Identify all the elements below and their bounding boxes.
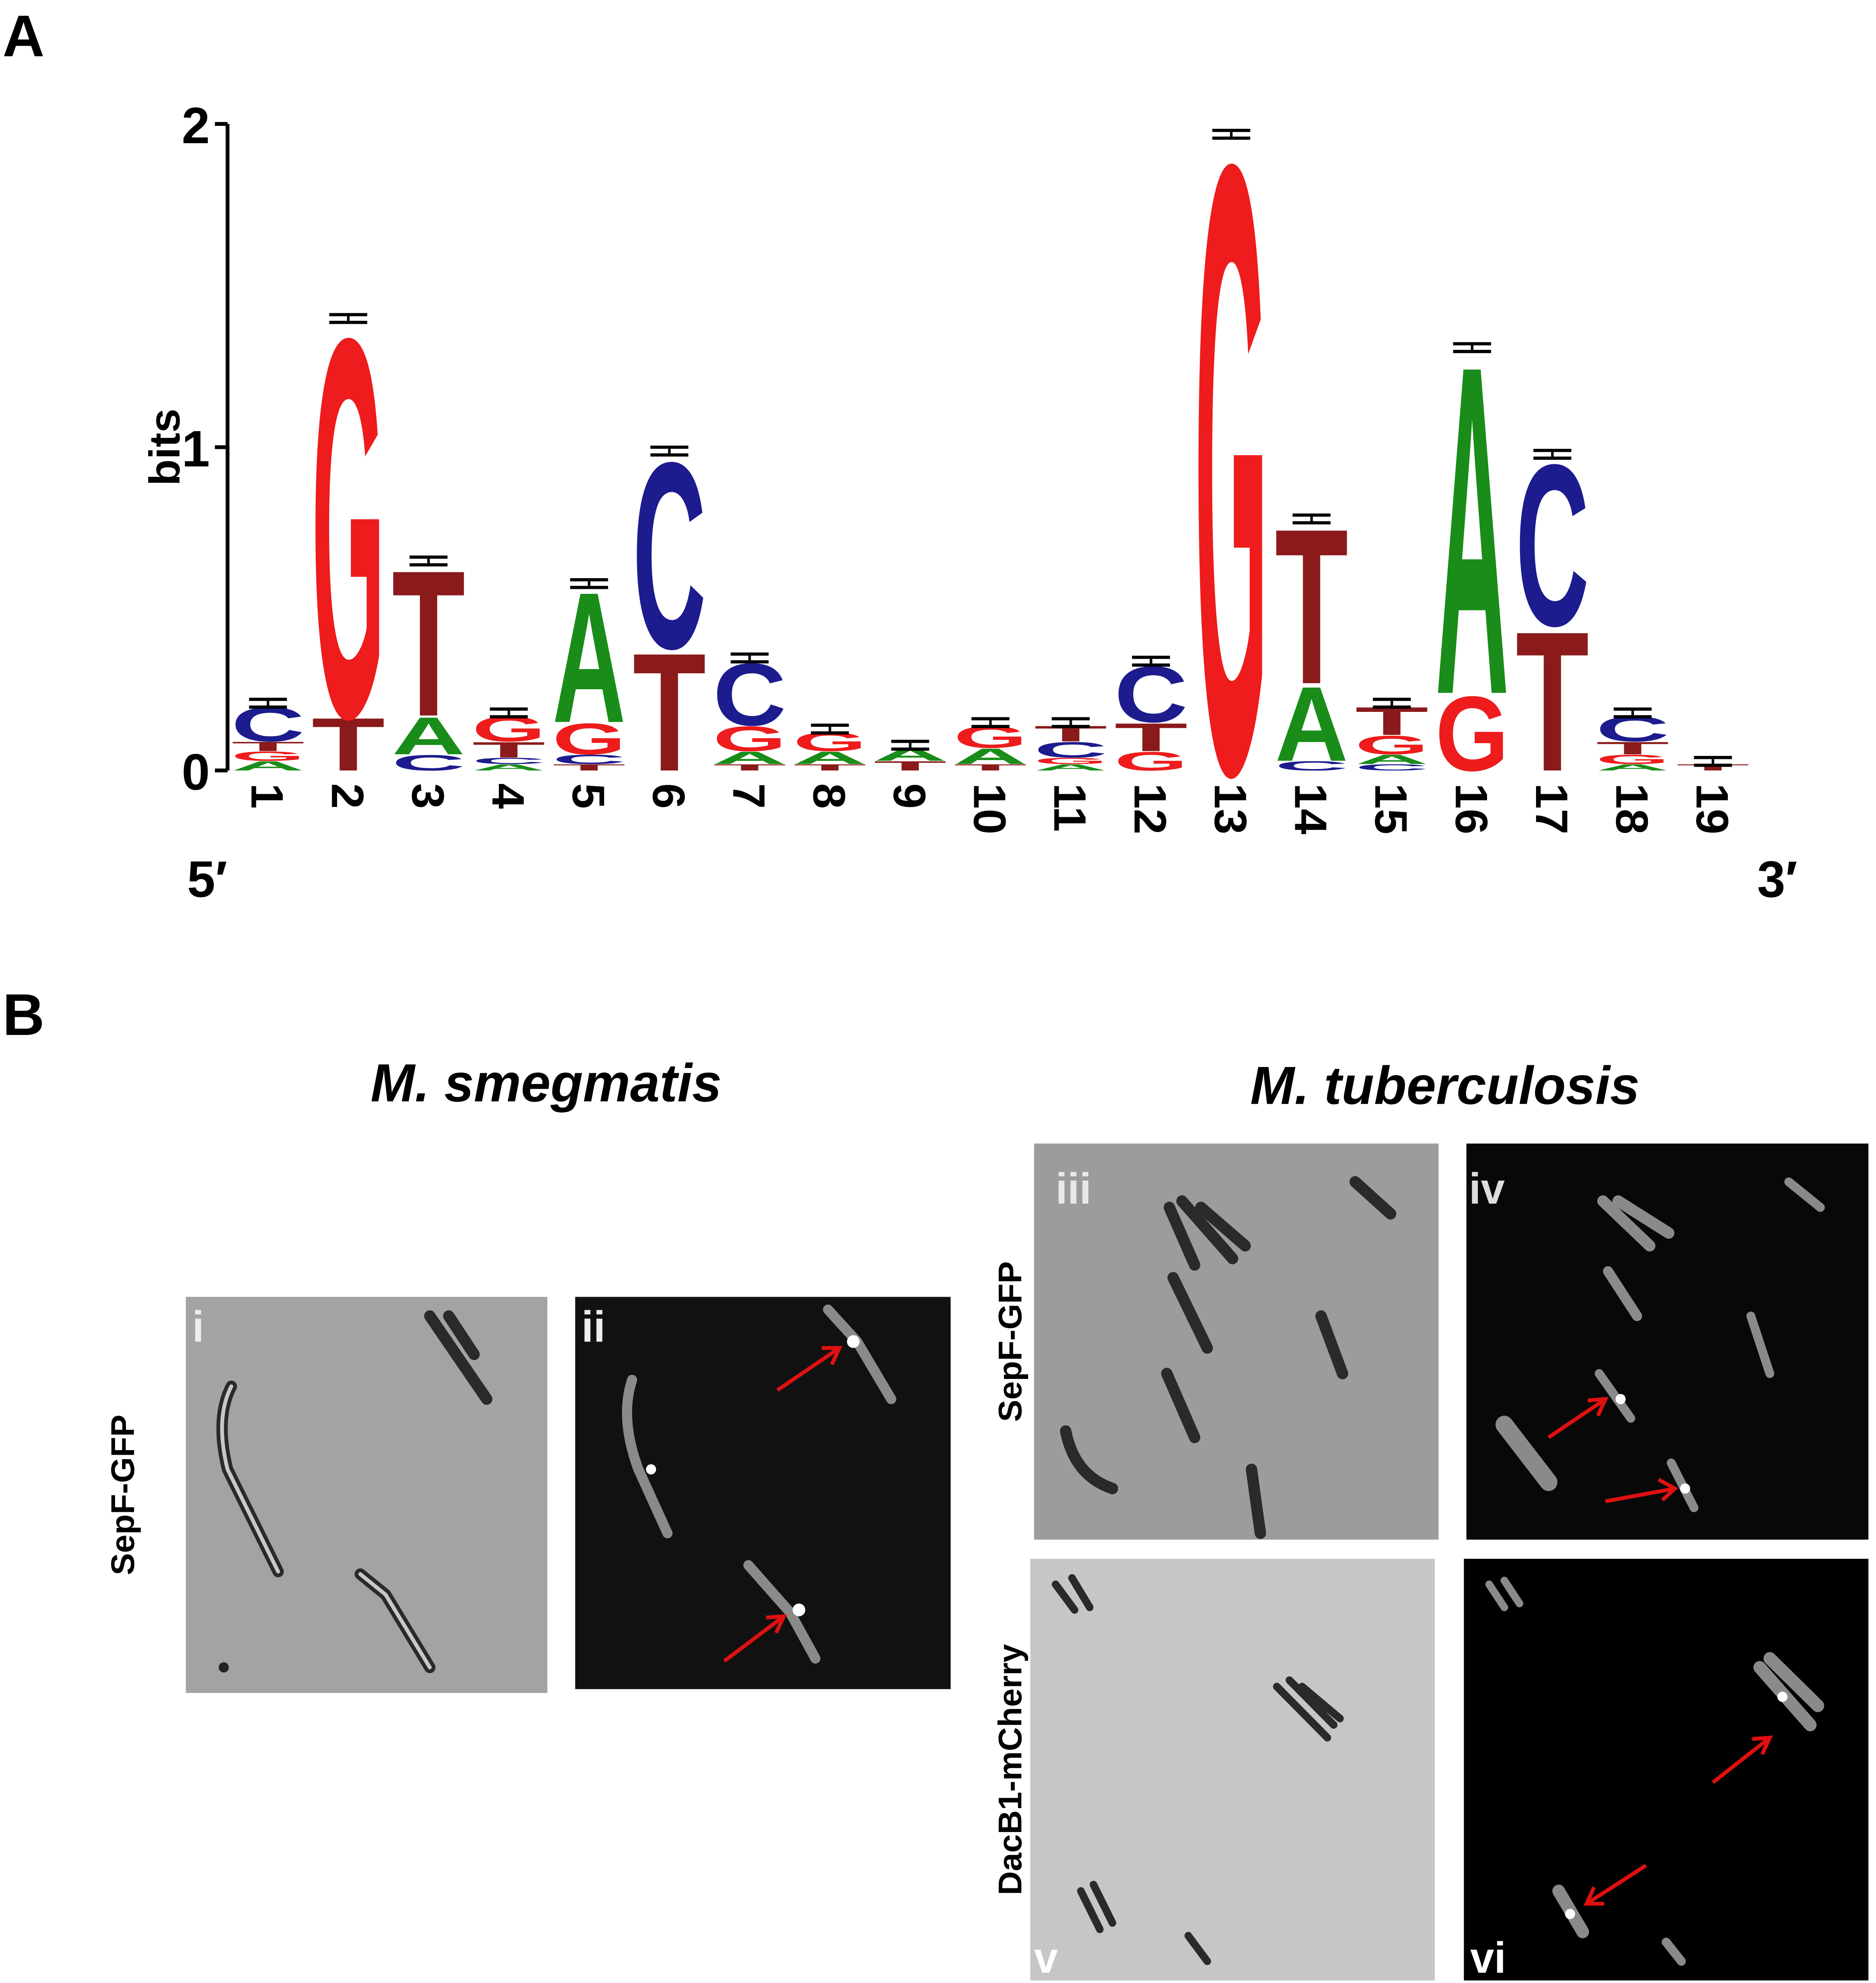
position-label: 11 [1045,783,1096,832]
y-axis-label: bits [141,409,189,486]
logo-letter: G [231,749,305,764]
logo-letter: T [1516,590,1589,813]
image-label: iv [1469,1165,1505,1213]
logo-letter: G [312,226,385,830]
logo-letter: T [633,618,706,806]
logo-letter: T [873,758,947,773]
position-label: 18 [1606,783,1657,834]
row-label: SepF-GFP [992,1261,1029,1422]
position-label: 1 [242,783,293,809]
logo-letter: C [1034,737,1107,762]
logo-letter: C [552,752,626,767]
position-label: 13 [1205,783,1256,834]
y-tick-label: 1 [182,421,210,478]
position-label: 5 [563,783,614,809]
logo-letter: A [472,763,545,772]
logo-letter: C [392,750,465,775]
y-tick-label: 0 [182,744,210,801]
micrograph: i [186,1297,547,1693]
logo-letter: T [552,763,626,772]
panel-title: M. tuberculosis [1250,1056,1640,1116]
panel-title: M. smegmatis [370,1053,722,1113]
logo-letter: A [1034,763,1107,772]
logo-letter: G [552,714,626,764]
logo-letter: C [472,756,545,766]
position-label: 2 [322,783,373,809]
logo-letter: A [1355,752,1429,767]
micrograph: iii [1034,1143,1439,1540]
micrograph: v [1030,1559,1435,1982]
logo-letter: G [1034,756,1107,766]
logo-letter: A [954,744,1027,769]
logo-letter: T [1596,738,1669,758]
logo-letter: G [713,719,786,758]
logo-letter: A [713,748,786,768]
sequence-logo: 012bits5′3′1AGTC2ACTG3GCAT4ACTG5TCGA6AGT… [141,0,1797,955]
position-label: 19 [1687,783,1738,834]
position-label: 4 [482,783,533,809]
image-label: ii [582,1303,605,1351]
position-label: 14 [1285,783,1336,834]
logo-letter: T [954,763,1027,772]
row-label: DacB1-mCherry [992,1644,1029,1895]
logo-letter: A [231,758,305,773]
end-label: 3′ [1757,851,1797,908]
image-label: vi [1470,1934,1506,1983]
y-tick-label: 2 [182,97,210,154]
logo-letter: A [1436,268,1509,793]
logo-letter: A [1275,665,1348,784]
logo-letter: A [392,706,465,765]
image-label: v [1034,1934,1058,1983]
position-label: 6 [643,783,694,809]
position-label: 8 [804,783,855,809]
position-label: 16 [1446,783,1497,834]
logo-letter: C [1355,763,1429,772]
image-label: iii [1056,1165,1092,1213]
position-label: 10 [964,783,1015,834]
position-label: 9 [884,783,935,809]
image-label: i [192,1303,204,1351]
micrograph: ii [575,1297,951,1689]
logo-letter: G [1195,0,1268,955]
logo-letter: T [312,702,385,786]
logo-letter: C [633,407,706,704]
logo-letter: T [713,763,786,772]
logo-letter: A [793,748,866,768]
logo-letter: G [1436,674,1509,793]
panel-label: B [2,982,44,1048]
logo-letter: A [1596,763,1669,772]
logo-letter: G [1355,730,1429,760]
position-label: 12 [1125,783,1176,834]
logo-letter: T [793,763,866,772]
row-label: SepF-GFP [105,1415,142,1575]
micrograph: vi [1464,1559,1869,1982]
logo-letter: C [1275,758,1348,773]
end-label: 5′ [187,851,228,908]
position-label: 17 [1526,783,1577,834]
logo-letter: G [1114,746,1187,776]
logo-letter: T [231,739,305,754]
panel-label: A [2,3,44,69]
position-label: 7 [724,783,775,809]
position-label: 3 [402,783,453,809]
logo-letter: T [472,737,545,762]
micrograph: iv [1466,1143,1869,1540]
logo-letter: T [1114,715,1187,760]
logo-letter: G [1596,752,1669,767]
position-label: 15 [1366,783,1417,834]
